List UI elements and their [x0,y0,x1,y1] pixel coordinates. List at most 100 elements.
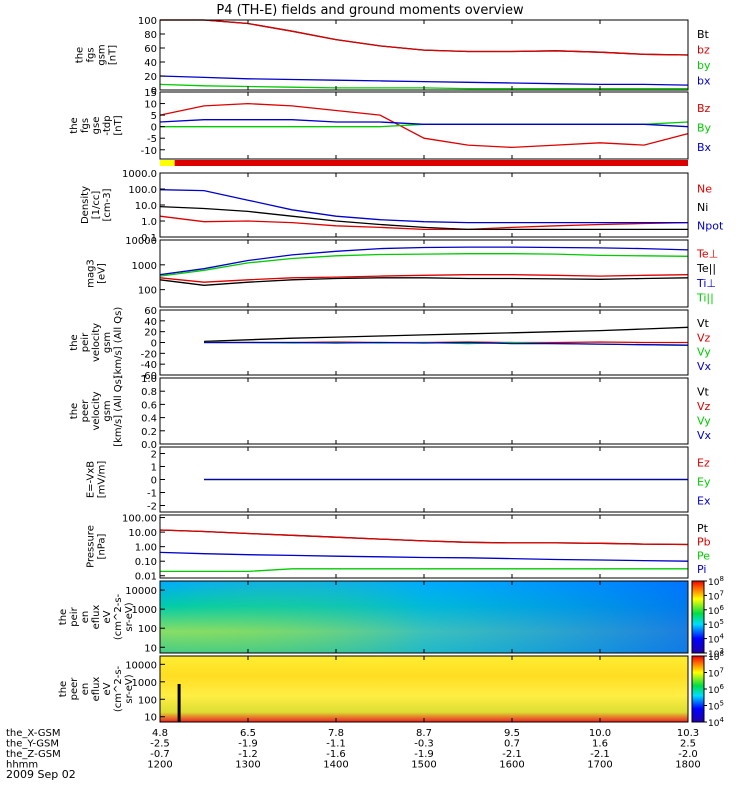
y-axis-label-line: [nT] [113,115,124,135]
ephemeris-value: 0.7 [504,739,520,750]
y-tick-label: 100.0 [128,185,157,196]
y-tick-label: 0.6 [141,400,157,411]
ephemeris-value: 7.8 [328,728,344,739]
ephemeris-value: -1.1 [326,739,346,750]
y-tick-label: 100 [138,695,157,706]
y-axis-label-line: -tdp [102,115,113,135]
y-tick-label: 1000 [132,261,157,272]
legend-By: By [697,122,712,135]
y-axis-label-line: gsm [102,332,113,353]
panel-efield: -2 -1 0 1 2 E=-VxB [mV/m] Ez Ey Ex [86,446,711,513]
legend-Npot: Npot [697,220,724,233]
y-tick-label: 0.4 [141,414,157,425]
legend-Pe: Pe [697,549,710,562]
axes-frame [159,19,689,91]
series-Ti⊥ [159,246,689,276]
y-tick-label: -10 [141,146,157,157]
y-tick-label: 100 [138,16,157,27]
legend-bx: bx [697,74,711,87]
ephemeris-value: 10.0 [589,728,611,739]
axes-frame [159,377,689,445]
y-axis-label-line: the [75,47,86,63]
y-axis-label-line: gsm [102,400,113,421]
legend-Vx: Vx [697,429,712,442]
y-tick-label: 0.2 [141,427,157,438]
ephemeris-value: 9.5 [504,728,520,739]
legend-Te⊥: Te⊥ [696,247,718,260]
panel-density: 0.1 1.0 10.0 100.0 1000.0 Density [1/cc] [cm-3]… [80,169,724,244]
state-bar-yellow [160,160,175,166]
y-tick-label: 1.0 [141,374,157,385]
y-axis-label-line: peir [69,606,80,626]
y-tick-label: 10.00 [128,528,157,539]
y-tick-label: 10 [144,713,157,724]
y-axis-label-line: eV [102,682,113,695]
legend-by: by [697,59,711,72]
y-axis-label-line: the [58,681,69,697]
y-axis-label-line: peir [80,332,91,352]
legend-Bt: Bt [697,28,710,41]
ephemeris-value: 10.3 [677,728,699,739]
ephemeris-label: the_Z-GSM [6,749,61,760]
ephemeris-label: the_Y-GSM [6,739,59,750]
series-Ti|| [159,253,689,277]
heatmap-overlay [160,581,688,653]
y-axis-label-line: sr-eV) [124,602,135,631]
y-tick-label: 0 [151,476,157,487]
colorbar-tick-label: 104 [708,633,724,646]
y-tick-label: 1000 [132,678,157,689]
y-tick-label: 5 [151,111,157,122]
ephemeris-value: -2.1 [502,749,522,760]
colorbar-tick-label: 107 [708,667,724,680]
legend-Ti||: Ti|| [696,292,714,305]
y-tick-label: 0 [151,86,157,97]
y-tick-label: 10000 [125,660,157,671]
ephemeris-value: -1.9 [238,739,258,750]
series-Te⊥ [159,274,689,283]
y-axis-label-line: gsm [97,44,108,65]
y-axis-label-line: [1/cc] [91,191,102,220]
figure-title: P4 (TH-E) fields and ground moments over… [216,3,524,18]
ephemeris-value: 1500 [411,760,436,771]
y-tick-label: 20 [144,328,157,339]
series-Bx [159,119,689,128]
series-Pi [159,551,689,562]
y-axis-label-line: [cm-3] [102,188,113,221]
y-axis-label: the peir en eflux eV (cm^2-s-sr-eV) [58,593,135,640]
legend-Vy: Vy [697,346,711,359]
legend-Vz: Vz [697,331,711,344]
legend-Pt: Pt [697,522,709,535]
ephemeris-label: the_X-GSM [6,728,60,739]
legend-Ni: Ni [697,201,708,214]
y-tick-label: -60 [141,371,157,382]
panel-pressure: 0.01 0.10 1.00 10.00 100.00 Pressure [nPa] PtPb… [86,514,711,583]
ephemeris-value: 8.7 [416,728,432,739]
legend-Pb: Pb [697,536,711,549]
y-axis-label: the fgs gse -tdp [nT] [69,115,124,135]
y-axis-label-line: eflux [91,677,102,702]
series-Pe [160,568,688,573]
ephemeris-value: -1.2 [238,749,258,760]
y-axis-label-line: eflux [91,605,102,630]
y-axis-label-line: (cm^2-s- [113,665,124,712]
y-axis-label-line: sr-eV) [124,674,135,703]
y-axis-label-line: peer [69,677,80,701]
series-Pb [159,529,689,546]
y-axis-label-line: the [69,403,80,419]
y-tick-label: 2 [151,450,157,461]
series-Vx [204,341,689,346]
y-axis-label: the peer en eflux eV (cm^2-s-sr-eV) [58,665,135,712]
panel-fgs_gsm: 0 20 40 60 80 100 the fgs gsm [nT] Bt bz by bx [75,16,711,97]
series-Pt [159,529,689,546]
y-axis-label-line: (cm^2-s- [113,593,124,640]
colorbar-tick-label: 107 [708,589,724,602]
colorbar [691,655,705,723]
y-axis-label: the peir velocity gsm [km/s] (All Qs) [69,307,124,379]
y-tick-label: 20 [144,72,157,83]
y-tick-label: 1.00 [135,543,157,554]
